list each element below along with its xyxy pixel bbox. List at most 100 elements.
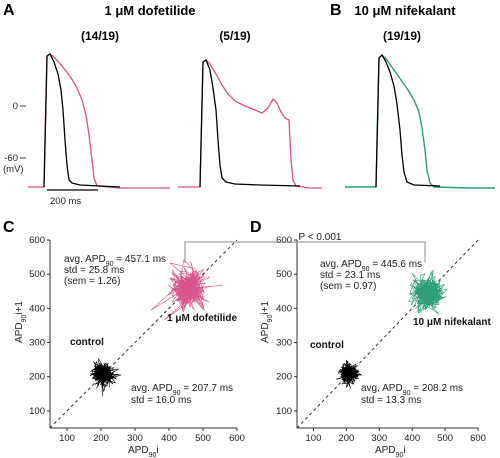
c-y-tick-label: 200 [29,372,45,383]
panel-c-ylabel-suffix: i+1 [14,301,25,315]
panel-c-control-avg: avg. APD90 = 207.7 ms [131,383,233,397]
d-x-tick-label: 200 [338,433,354,444]
trace-a2-control [199,59,301,188]
panel-c-control-avg-prefix: avg. APD [131,383,173,394]
panel-d-xlabel-suffix: i [403,445,405,456]
c-y-tick-label: 400 [29,303,45,314]
d-drug-poincare-series [408,269,448,315]
panel-c-drug-label: 1 μM dofetilide [167,313,237,324]
d-y-tick-label: 100 [276,406,292,417]
panel-c-identity-line [49,239,238,429]
trace-b-nifekalant [345,54,495,189]
panel-c-drug-avg-sub: 90 [106,261,114,268]
panel-d-ylabel-suffix: i+1 [260,301,271,315]
significance-bracket [184,241,426,263]
c-x-tick-label: 400 [161,433,177,444]
panel-d-control-avg-sub: 90 [403,390,411,397]
panel-d-control-std: std = 13.3 ms [361,395,421,406]
d-x-tick-label: 100 [306,433,322,444]
panel-c-drug-sem: (sem = 1.26) [64,276,120,287]
c-y-tick-label: 600 [29,235,45,246]
y-unit-label: (mV) [3,164,24,175]
scale-bar-label: 200 ms [50,196,81,207]
panel-c-control-label: control [70,337,104,348]
d-x-tick-label: 400 [404,433,420,444]
c-x-tick-label: 100 [59,433,75,444]
panel-c-plot: 100 200 300 400 500 600 100 200 300 400 500 600 [29,235,245,444]
panel-c-xlabel-suffix: i [156,445,158,456]
panel-d-control-avg-value: = 208.2 ms [411,383,464,394]
panel-c-control-std: std = 16.0 ms [131,395,191,406]
panel-d-xlabel-sub: 90 [396,452,404,458]
d-y-tick-label: 200 [276,372,292,383]
y-neg-label: -60 [4,153,18,164]
trace-a1-control [43,53,121,188]
panel-d-drug-label: 10 μM nifekalant [413,317,491,328]
panel-d-ylabel-main: APD [260,322,271,343]
panel-d-drug-avg-sub: 90 [362,266,370,273]
panel-d-plot: 100 200 300 400 500 600 100 200 300 400 500 600 [276,235,486,444]
panel-c-xlabel-main: APD [128,445,149,456]
significance-label: P < 0.001 [299,232,342,243]
panel-c-ylabel-sub: 90 [21,315,28,323]
panel-c-control-avg-value: = 207.7 ms [181,383,234,394]
panel-d-drug-avg-prefix: avg. APD [320,259,362,270]
panel-c-drug-avg-value: = 457.1 ms [114,254,167,265]
c-x-tick-label: 600 [229,433,245,444]
d-y-tick-label: 300 [276,338,292,349]
panel-c-ylabel-main: APD [14,322,25,343]
panel-d-xlabel: APD90i [375,445,406,458]
panel-d-ylabel-sub: 90 [267,315,274,323]
y-zero-label: 0 [13,101,18,112]
d-x-tick-label: 300 [371,433,387,444]
panel-c-ylabel: APD90i+1 [14,301,28,343]
trace-a1-dofetilide [28,53,170,189]
c-drug-poincare-series [150,259,223,320]
d-y-tick-label: 400 [276,303,292,314]
svg-text:APD90i: APD90i [375,445,406,458]
panel-d-drug-avg-value: = 445.6 ms [370,259,423,270]
c-x-tick-label: 500 [195,433,211,444]
panel-d-xlabel-main: APD [375,445,396,456]
c-x-tick-label: 200 [93,433,109,444]
svg-text:APD90i+1: APD90i+1 [14,301,28,343]
panel-c-control-avg-sub: 90 [173,390,181,397]
panel-label-a: A [3,2,15,19]
panel-label-d: D [250,219,262,236]
panel-d-control-label: control [310,340,344,351]
c-control-poincare-series [89,358,122,397]
panel-b-subtitle: (19/19) [383,29,421,43]
panel-d-drug-std: std = 23.1 ms [320,270,380,281]
c-y-tick-label: 500 [29,269,45,280]
panel-a-title: 1 μM dofetilide [104,3,195,18]
panel-d-control-avg: avg. APD90 = 208.2 ms [361,383,463,397]
trace-a2-dofetilide [178,59,322,189]
panel-label-c: C [3,219,15,236]
panel-d-identity-line [296,239,479,429]
c-x-tick-label: 300 [127,433,143,444]
panel-a-subtitle-left: (14/19) [81,29,119,43]
panel-c-drug-avg-prefix: avg. APD [64,254,106,265]
d-x-tick-label: 600 [470,433,486,444]
panel-b-title: 10 μM nifekalant [354,3,456,18]
trace-b-control [375,53,441,188]
svg-text:APD90i: APD90i [128,445,159,458]
svg-text:APD90i+1: APD90i+1 [260,301,274,343]
d-x-tick-label: 500 [437,433,453,444]
panel-c-xlabel-sub: 90 [149,452,157,458]
c-y-tick-label: 300 [29,338,45,349]
c-y-tick-label: 100 [29,406,45,417]
panel-d-drug-sem: (sem = 0.97) [320,281,376,292]
panel-d-drug-avg: avg. APD90 = 445.6 ms [320,259,422,273]
panel-c-drug-avg: avg. APD90 = 457.1 ms [64,254,166,268]
panel-c-xlabel: APD90i [128,445,159,458]
panel-label-b: B [330,2,342,19]
d-y-tick-label: 600 [276,235,292,246]
d-y-tick-label: 500 [276,269,292,280]
d-control-poincare-series [336,359,363,389]
panel-d-ylabel: APD90i+1 [260,301,274,343]
panel-a-subtitle-right: (5/19) [219,29,250,43]
panel-c-drug-std: std = 25.8 ms [64,265,124,276]
panel-d-control-avg-prefix: avg. APD [361,383,403,394]
